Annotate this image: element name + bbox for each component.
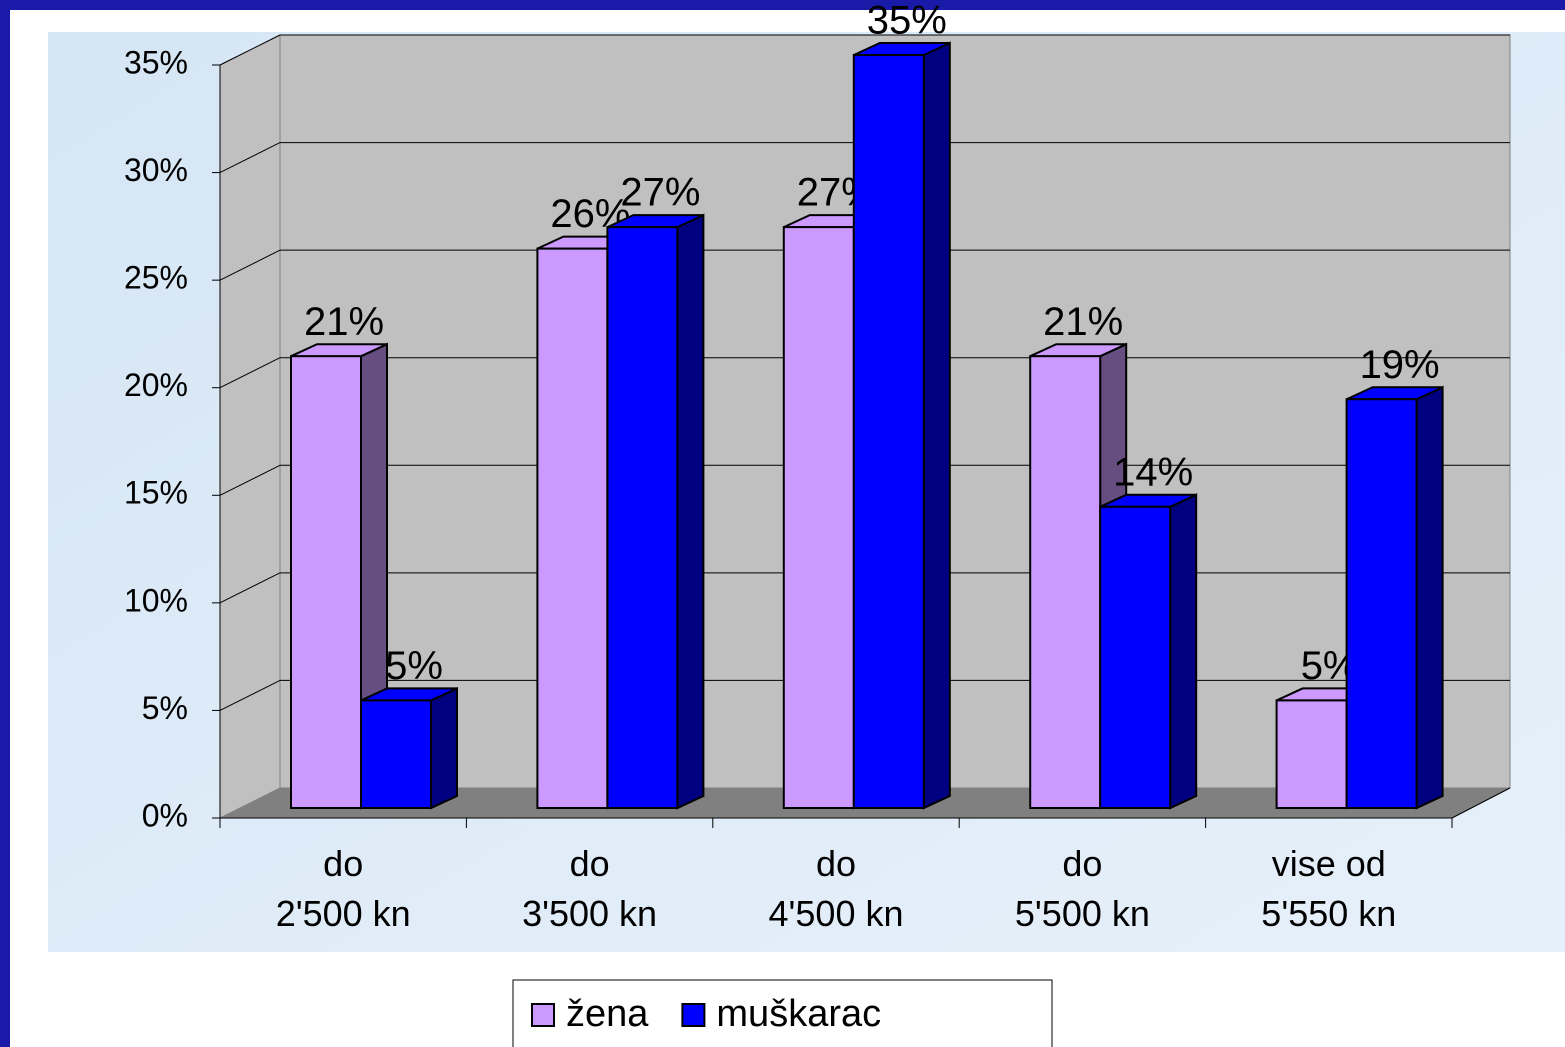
- value-label: 27%: [620, 171, 700, 215]
- y-tick-label: 35%: [124, 44, 188, 80]
- x-tick-label: vise od 5'550 kn: [1261, 843, 1396, 934]
- x-tick-line: do: [323, 843, 363, 884]
- grid-line: [219, 34, 281, 66]
- value-label: 19%: [1360, 343, 1440, 387]
- bar: [290, 355, 362, 809]
- y-tick-label: 10%: [124, 582, 188, 618]
- y-tick-label: 25%: [124, 260, 188, 296]
- x-tick-line: do: [570, 843, 610, 884]
- grid-line: [219, 679, 281, 711]
- bar: [1099, 505, 1172, 809]
- bar: [852, 54, 925, 809]
- value-label: 14%: [1113, 450, 1193, 494]
- x-tick-line: 3'500 kn: [522, 893, 657, 934]
- side-wall: [219, 34, 281, 819]
- grid-line: [219, 357, 281, 389]
- x-tick-line: 5'500 kn: [1015, 893, 1150, 934]
- bar: [1345, 398, 1418, 809]
- x-tick-label: do 3'500 kn: [522, 843, 657, 934]
- x-tick-line: 4'500 kn: [769, 893, 904, 934]
- bar-side: [1415, 385, 1444, 810]
- bar: [360, 699, 432, 810]
- y-tick-label: 20%: [124, 367, 188, 403]
- bar: [536, 247, 609, 809]
- x-tick-line: do: [816, 843, 856, 884]
- value-label: 35%: [867, 0, 947, 43]
- grid-line: [219, 249, 281, 281]
- y-tick-label: 0%: [142, 797, 188, 833]
- bar-side: [1169, 493, 1198, 810]
- x-tick-label: do 2'500 kn: [276, 843, 411, 934]
- bar-side: [430, 686, 458, 810]
- value-label: 5%: [385, 644, 443, 688]
- bar-side: [922, 41, 951, 810]
- x-tick-line: do: [1062, 843, 1102, 884]
- bar: [1029, 355, 1102, 809]
- x-tick-line: 2'500 kn: [276, 893, 411, 934]
- value-label: 21%: [1043, 300, 1123, 344]
- y-tick-label: 30%: [124, 152, 188, 188]
- x-tick-label: do 5'500 kn: [1015, 843, 1150, 934]
- legend-label: žena: [566, 993, 649, 1035]
- bar: [606, 226, 679, 810]
- bar: [782, 226, 855, 810]
- bar: [1275, 699, 1348, 810]
- y-tick-label: 15%: [124, 475, 188, 511]
- legend-label: muškarac: [716, 993, 881, 1035]
- y-tick-label: 5%: [142, 690, 188, 726]
- legend-swatch: [681, 1003, 706, 1027]
- grid-line: [219, 572, 281, 604]
- legend: [512, 979, 1053, 1047]
- x-tick-label: do 4'500 kn: [769, 843, 904, 934]
- floor-edge: [1451, 787, 1511, 819]
- bar-side: [676, 213, 705, 810]
- grid-line: [219, 464, 281, 496]
- x-tick-line: vise od: [1272, 843, 1386, 884]
- value-label: 21%: [304, 300, 384, 344]
- grid-line: [219, 142, 281, 174]
- x-tick-line: 5'550 kn: [1261, 893, 1396, 934]
- legend-swatch: [531, 1003, 555, 1027]
